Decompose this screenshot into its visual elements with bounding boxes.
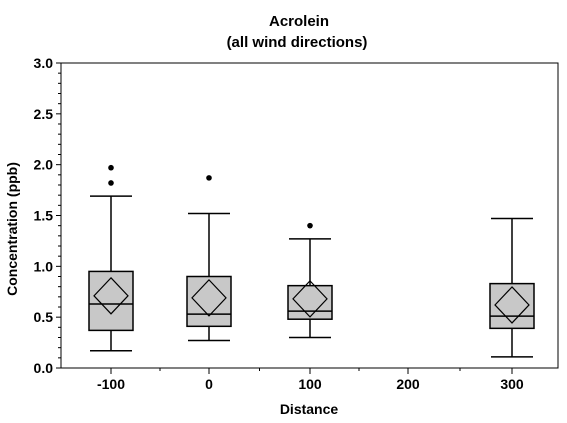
x-tick-label: 300: [500, 376, 524, 392]
x-tick-label: -100: [97, 376, 125, 392]
box-series: [88, 164, 535, 358]
mean-diamond: [292, 279, 328, 318]
y-axis-label: Concentration (ppb): [4, 162, 20, 296]
y-tick-label: 1.0: [34, 258, 54, 274]
chart-title: Acrolein: [269, 13, 329, 30]
x-tick-label: 100: [298, 376, 322, 392]
box--100: [88, 164, 134, 352]
y-tick-label: 3.0: [34, 55, 54, 71]
outlier-point: [108, 164, 114, 171]
mean-diamond: [191, 278, 227, 317]
mean-diamond: [494, 286, 530, 324]
y-tick-label: 1.5: [34, 208, 54, 224]
box-100: [287, 222, 333, 339]
iqr-box: [489, 282, 535, 330]
x-axis: -100 0 100 200 300: [97, 368, 524, 392]
outlier-point: [307, 222, 313, 229]
iqr-box: [88, 270, 134, 332]
mean-diamond: [93, 276, 129, 315]
iqr-box: [186, 275, 232, 328]
y-tick-label: 2.0: [34, 157, 54, 173]
y-tick-label: 0.5: [34, 309, 54, 325]
x-tick-label: 0: [205, 376, 213, 392]
outlier-point: [206, 175, 212, 181]
y-axis: 0.0 0.5 1.0 1.5 2.0 2.5 3.0: [34, 55, 61, 376]
box-0: [186, 175, 232, 342]
y-tick-label: 0.0: [34, 360, 54, 376]
y-tick-label: 2.5: [34, 106, 54, 122]
x-axis-label: Distance: [280, 401, 339, 417]
box-300: [489, 217, 535, 358]
x-tick-label: 200: [396, 376, 420, 392]
iqr-box: [287, 284, 333, 320]
outlier-point: [108, 180, 114, 186]
chart-subtitle: (all wind directions): [227, 34, 368, 51]
